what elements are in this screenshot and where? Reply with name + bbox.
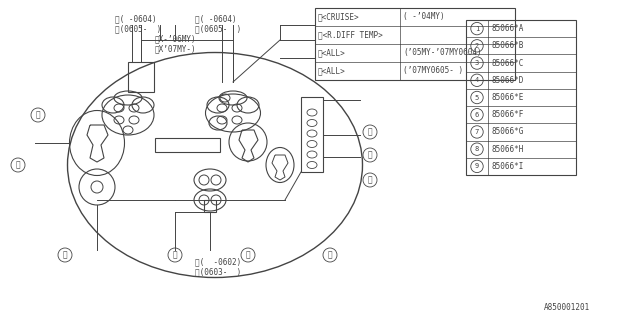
Text: A850001201: A850001201	[544, 303, 590, 312]
Text: 85066*G: 85066*G	[492, 127, 524, 136]
Text: ⑦( -0604): ⑦( -0604)	[195, 14, 237, 23]
Text: 5: 5	[475, 94, 479, 100]
Bar	[466, 20, 576, 175]
Text: ②: ②	[173, 251, 177, 260]
Text: 9: 9	[475, 164, 479, 169]
Text: 6: 6	[475, 112, 479, 118]
Text: ( -’04MY): ( -’04MY)	[403, 12, 445, 21]
Text: 85066*I: 85066*I	[492, 162, 524, 171]
Text: ⑨(0603-  ): ⑨(0603- )	[195, 268, 241, 276]
Text: ⑦<R.DIFF TEMP>: ⑦<R.DIFF TEMP>	[318, 30, 383, 39]
Bar	[301, 97, 323, 172]
Text: 7: 7	[475, 129, 479, 135]
Text: ⑦<ALL>: ⑦<ALL>	[318, 49, 346, 58]
Bar	[204, 200, 216, 212]
Text: ③: ③	[63, 251, 67, 260]
Text: ⑥(0605-  ): ⑥(0605- )	[115, 25, 161, 34]
Text: ②: ②	[246, 251, 250, 260]
Bar	[155, 138, 220, 152]
Text: ⑥<ALL>: ⑥<ALL>	[318, 67, 346, 76]
Text: ④: ④	[368, 175, 372, 185]
Text: ⑥: ⑥	[368, 150, 372, 159]
Text: 3: 3	[475, 60, 479, 66]
Bar	[128, 62, 154, 92]
Text: ⑥: ⑥	[328, 251, 332, 260]
Text: ③: ③	[368, 127, 372, 137]
Text: 1: 1	[475, 26, 479, 32]
Text: ③(  -0602): ③( -0602)	[195, 258, 241, 267]
Text: 2: 2	[475, 43, 479, 49]
Text: (’05MY-’07MY0604): (’05MY-’07MY0604)	[403, 49, 482, 58]
Text: ⑨X’07MY-): ⑨X’07MY-)	[155, 44, 196, 53]
Text: 85066*F: 85066*F	[492, 110, 524, 119]
Text: 85066*E: 85066*E	[492, 93, 524, 102]
Text: ⑦( -0604): ⑦( -0604)	[115, 14, 157, 23]
Text: (’07MY0605- ): (’07MY0605- )	[403, 67, 463, 76]
Text: ⑤X-’06MY): ⑤X-’06MY)	[155, 35, 196, 44]
Text: 85066*H: 85066*H	[492, 145, 524, 154]
Text: 85066*A: 85066*A	[492, 24, 524, 33]
Bar	[315, 8, 515, 80]
Text: 85066*C: 85066*C	[492, 59, 524, 68]
Text: 4: 4	[475, 77, 479, 83]
Text: 85066*D: 85066*D	[492, 76, 524, 85]
Text: ⑥(0605-  ): ⑥(0605- )	[195, 25, 241, 34]
Text: 85066*B: 85066*B	[492, 41, 524, 50]
Text: 8: 8	[475, 146, 479, 152]
Text: ⑥: ⑥	[36, 110, 40, 119]
Text: ⑧<CRUISE>: ⑧<CRUISE>	[318, 12, 360, 21]
Text: ②: ②	[16, 161, 20, 170]
